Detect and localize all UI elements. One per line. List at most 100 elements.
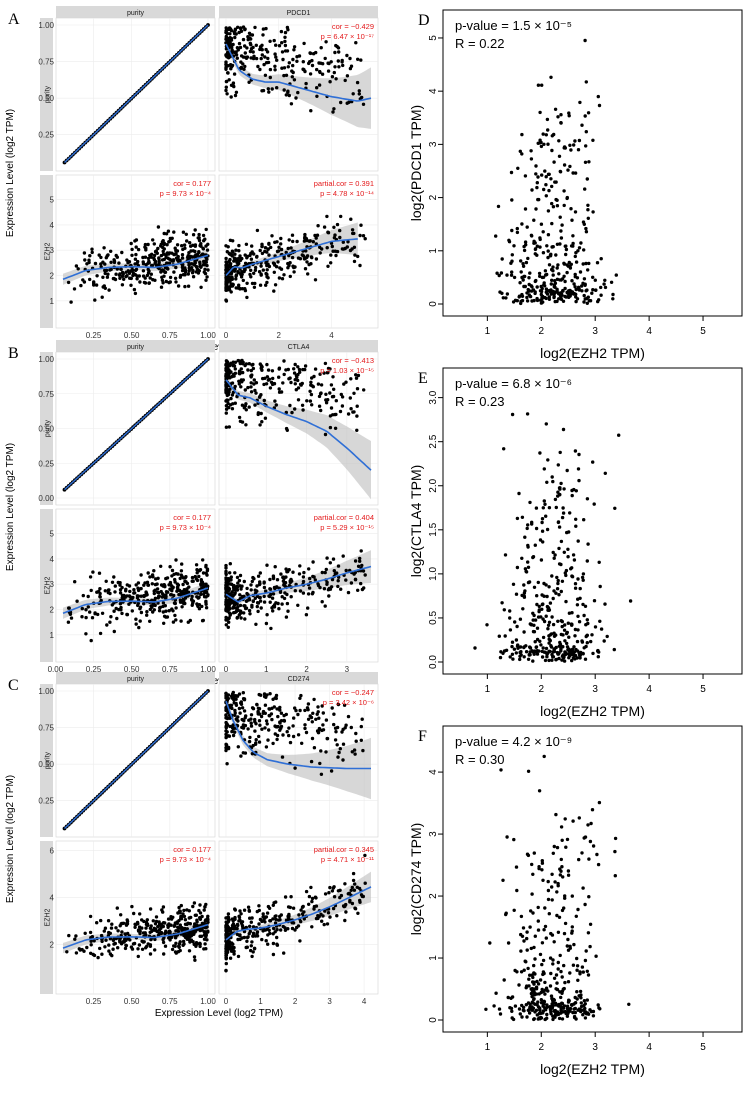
data-point bbox=[271, 576, 276, 581]
data-point bbox=[354, 373, 358, 377]
data-point bbox=[542, 187, 546, 192]
data-point bbox=[579, 241, 583, 245]
data-point bbox=[275, 733, 280, 738]
data-point bbox=[566, 869, 571, 873]
data-point bbox=[549, 994, 554, 998]
data-point bbox=[532, 585, 537, 589]
data-point bbox=[529, 157, 534, 161]
data-point bbox=[575, 656, 579, 660]
data-point bbox=[182, 266, 186, 271]
data-point bbox=[230, 63, 235, 68]
data-point bbox=[360, 717, 364, 721]
data-point bbox=[586, 208, 590, 212]
data-point bbox=[261, 27, 266, 31]
data-point bbox=[535, 594, 539, 598]
data-point bbox=[356, 254, 360, 259]
y-tick-label: 0.00 bbox=[38, 494, 54, 503]
data-point bbox=[292, 45, 297, 49]
data-point bbox=[555, 204, 560, 208]
data-point bbox=[539, 222, 544, 226]
x-tick-label: 2 bbox=[538, 1042, 544, 1053]
data-point bbox=[181, 939, 186, 944]
data-point bbox=[266, 378, 271, 382]
data-point bbox=[596, 862, 601, 867]
data-point bbox=[125, 258, 129, 262]
data-point bbox=[312, 575, 316, 579]
data-point bbox=[505, 292, 510, 296]
data-point bbox=[272, 605, 277, 609]
data-point bbox=[534, 526, 539, 531]
data-point bbox=[253, 281, 257, 286]
data-point bbox=[288, 274, 292, 279]
data-point bbox=[546, 897, 551, 902]
data-point bbox=[532, 945, 536, 950]
data-point bbox=[241, 278, 245, 283]
data-point bbox=[251, 366, 256, 371]
data-point bbox=[320, 570, 324, 575]
data-point bbox=[494, 991, 498, 995]
data-point bbox=[195, 267, 200, 271]
data-point bbox=[605, 634, 609, 639]
data-point bbox=[587, 160, 591, 164]
data-point bbox=[241, 378, 245, 382]
data-point bbox=[240, 403, 245, 407]
data-point bbox=[246, 385, 250, 390]
data-point bbox=[344, 723, 348, 727]
data-point bbox=[552, 844, 556, 849]
data-point bbox=[332, 225, 336, 229]
data-point bbox=[574, 260, 579, 264]
data-point bbox=[559, 869, 563, 873]
data-point bbox=[339, 587, 343, 591]
data-point bbox=[144, 926, 148, 930]
data-point bbox=[179, 903, 183, 908]
data-point bbox=[582, 277, 587, 281]
data-point bbox=[224, 600, 228, 604]
data-point bbox=[237, 578, 242, 583]
data-point bbox=[130, 904, 134, 909]
data-point bbox=[515, 565, 520, 570]
data-point bbox=[196, 271, 201, 275]
data-point bbox=[559, 236, 564, 240]
data-point bbox=[590, 808, 595, 812]
data-point bbox=[204, 918, 208, 922]
data-point bbox=[550, 278, 554, 282]
data-point bbox=[322, 371, 326, 375]
data-point bbox=[571, 171, 575, 175]
data-point bbox=[241, 723, 246, 727]
data-point bbox=[294, 96, 298, 100]
x-tick-label: 2 bbox=[304, 665, 309, 674]
data-point bbox=[536, 580, 540, 585]
data-point bbox=[533, 934, 537, 938]
data-point bbox=[281, 579, 286, 583]
x-tick-label: 1 bbox=[485, 326, 491, 337]
data-point bbox=[187, 916, 191, 920]
data-point bbox=[168, 930, 172, 934]
data-point bbox=[561, 653, 565, 657]
data-point bbox=[173, 950, 178, 954]
data-point bbox=[581, 262, 585, 266]
data-point bbox=[89, 638, 93, 643]
data-point bbox=[325, 556, 329, 560]
data-point bbox=[231, 919, 235, 923]
data-point bbox=[227, 620, 231, 624]
data-point bbox=[313, 578, 317, 582]
data-point bbox=[237, 692, 242, 696]
data-point bbox=[257, 734, 261, 739]
data-point bbox=[225, 54, 229, 58]
data-point bbox=[582, 222, 586, 226]
data-point bbox=[292, 270, 296, 274]
data-point bbox=[186, 272, 190, 276]
data-point bbox=[136, 588, 141, 593]
y-tick-label: 2 bbox=[428, 893, 439, 899]
data-point bbox=[168, 251, 172, 255]
data-point bbox=[525, 225, 529, 229]
data-point bbox=[538, 298, 543, 302]
data-point bbox=[74, 951, 79, 955]
y-tick-label: 2 bbox=[428, 194, 439, 200]
data-point bbox=[146, 267, 150, 272]
data-point bbox=[502, 608, 506, 612]
data-point bbox=[176, 572, 180, 576]
data-point bbox=[190, 594, 194, 599]
data-point bbox=[586, 216, 590, 220]
data-point bbox=[174, 265, 178, 270]
